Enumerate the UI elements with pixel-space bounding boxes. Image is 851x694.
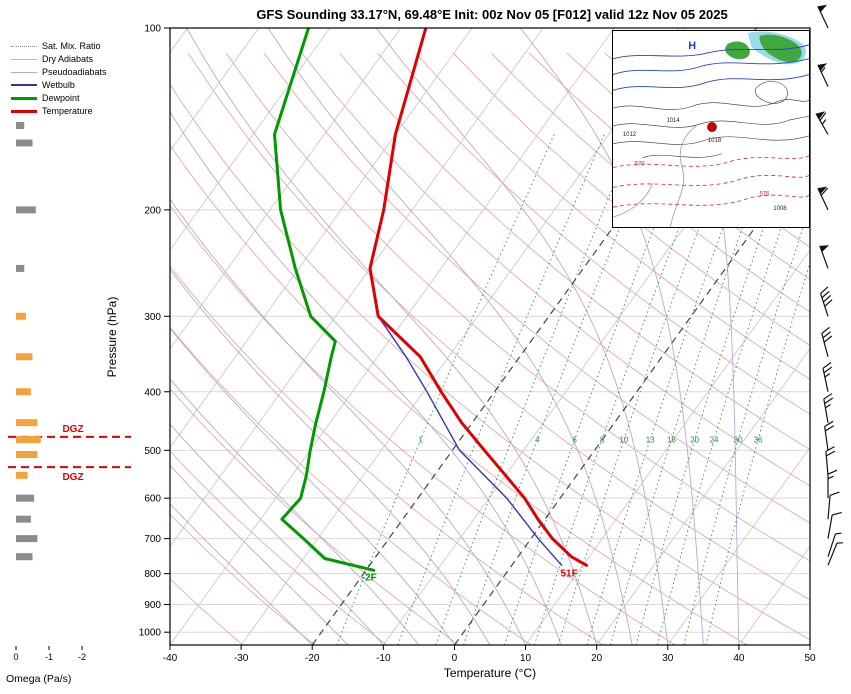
legend-item: Pseudoadiabats: [11, 67, 107, 77]
svg-text:DGZ: DGZ: [62, 424, 83, 435]
legend-line-sample: [11, 84, 37, 86]
inset-map-svg: H 570 576 1008 1014 1018 1012: [613, 31, 809, 227]
legend-item: Dewpoint: [11, 93, 107, 103]
plot-background: 1 4 6 8 10 13 16 20 24 30 36: [170, 28, 810, 645]
legend-label: Sat. Mix. Ratio: [42, 41, 101, 51]
legend-line-sample: [11, 71, 37, 73]
svg-text:1018: 1018: [708, 138, 722, 144]
station-location-dot: [707, 122, 717, 132]
svg-text:0: 0: [452, 653, 458, 664]
legend-item: Temperature: [11, 106, 107, 116]
svg-text:-20: -20: [305, 653, 320, 664]
svg-text:600: 600: [144, 494, 161, 505]
svg-text:51F: 51F: [560, 568, 577, 579]
svg-text:-40: -40: [163, 653, 178, 664]
svg-text:1: 1: [418, 436, 423, 445]
legend-item: Sat. Mix. Ratio: [11, 41, 107, 51]
inset-map: H 570 576 1008 1014 1018 1012: [612, 30, 810, 228]
legend-line-sample: [11, 96, 37, 100]
legend-item: Dry Adiabats: [11, 54, 107, 64]
temperature-axis-label: Temperature (°C): [443, 666, 537, 680]
svg-text:-2: -2: [78, 652, 86, 662]
svg-text:900: 900: [144, 600, 161, 611]
chart-title: GFS Sounding 33.17°N, 69.48°E Init: 00z …: [256, 7, 728, 22]
wetbulb-line: [377, 315, 563, 566]
svg-text:1014: 1014: [666, 118, 680, 124]
legend-label: Dewpoint: [42, 93, 80, 103]
svg-text:30: 30: [734, 436, 743, 445]
svg-text:20: 20: [690, 436, 699, 445]
svg-text:800: 800: [144, 569, 161, 580]
svg-text:-1: -1: [45, 652, 53, 662]
svg-text:-2F: -2F: [362, 572, 377, 583]
svg-text:100: 100: [144, 24, 161, 35]
temperature-line: [368, 28, 588, 567]
svg-text:300: 300: [144, 312, 161, 323]
svg-text:24: 24: [710, 436, 719, 445]
svg-text:400: 400: [144, 387, 161, 398]
svg-text:1008: 1008: [773, 206, 787, 212]
svg-text:36: 36: [754, 436, 763, 445]
svg-text:4: 4: [535, 436, 540, 445]
svg-text:500: 500: [144, 446, 161, 457]
omega-bars: 0 -1 -2: [13, 121, 86, 662]
svg-text:200: 200: [144, 205, 161, 216]
svg-text:576: 576: [760, 191, 771, 197]
svg-text:13: 13: [646, 436, 655, 445]
legend: Sat. Mix. Ratio Dry Adiabats Pseudoadiabat…: [10, 40, 108, 117]
svg-text:H: H: [688, 40, 696, 52]
svg-text:0: 0: [13, 652, 18, 662]
pressure-axis-label: Pressure (hPa): [105, 296, 119, 378]
legend-label: Wetbulb: [42, 80, 75, 90]
svg-text:570: 570: [635, 162, 646, 168]
svg-text:10: 10: [619, 436, 628, 445]
svg-text:1012: 1012: [623, 132, 636, 138]
svg-text:DGZ: DGZ: [62, 472, 83, 483]
svg-text:-10: -10: [376, 653, 391, 664]
svg-text:20: 20: [591, 653, 603, 664]
svg-text:30: 30: [662, 653, 674, 664]
dewpoint-line: [273, 28, 376, 572]
svg-text:700: 700: [144, 534, 161, 545]
svg-text:40: 40: [733, 653, 745, 664]
svg-text:-30: -30: [234, 653, 249, 664]
legend-line-sample: [11, 58, 37, 60]
legend-label: Dry Adiabats: [42, 54, 94, 64]
svg-text:50: 50: [804, 653, 816, 664]
legend-line-sample: [11, 45, 37, 47]
svg-text:10: 10: [520, 653, 532, 664]
legend-item: Wetbulb: [11, 80, 107, 90]
legend-label: Temperature: [42, 106, 93, 116]
svg-text:16: 16: [667, 436, 676, 445]
svg-text:8: 8: [600, 436, 605, 445]
legend-line-sample: [11, 109, 37, 113]
plot-foreground: 51F-2F1002003004005006007008009001000-40…: [8, 4, 844, 664]
omega-axis-label: Omega (Pa/s): [6, 673, 72, 685]
wind-barbs: [815, 4, 844, 566]
legend-label: Pseudoadiabats: [42, 67, 107, 77]
svg-text:1000: 1000: [139, 628, 162, 639]
svg-text:6: 6: [572, 436, 577, 445]
